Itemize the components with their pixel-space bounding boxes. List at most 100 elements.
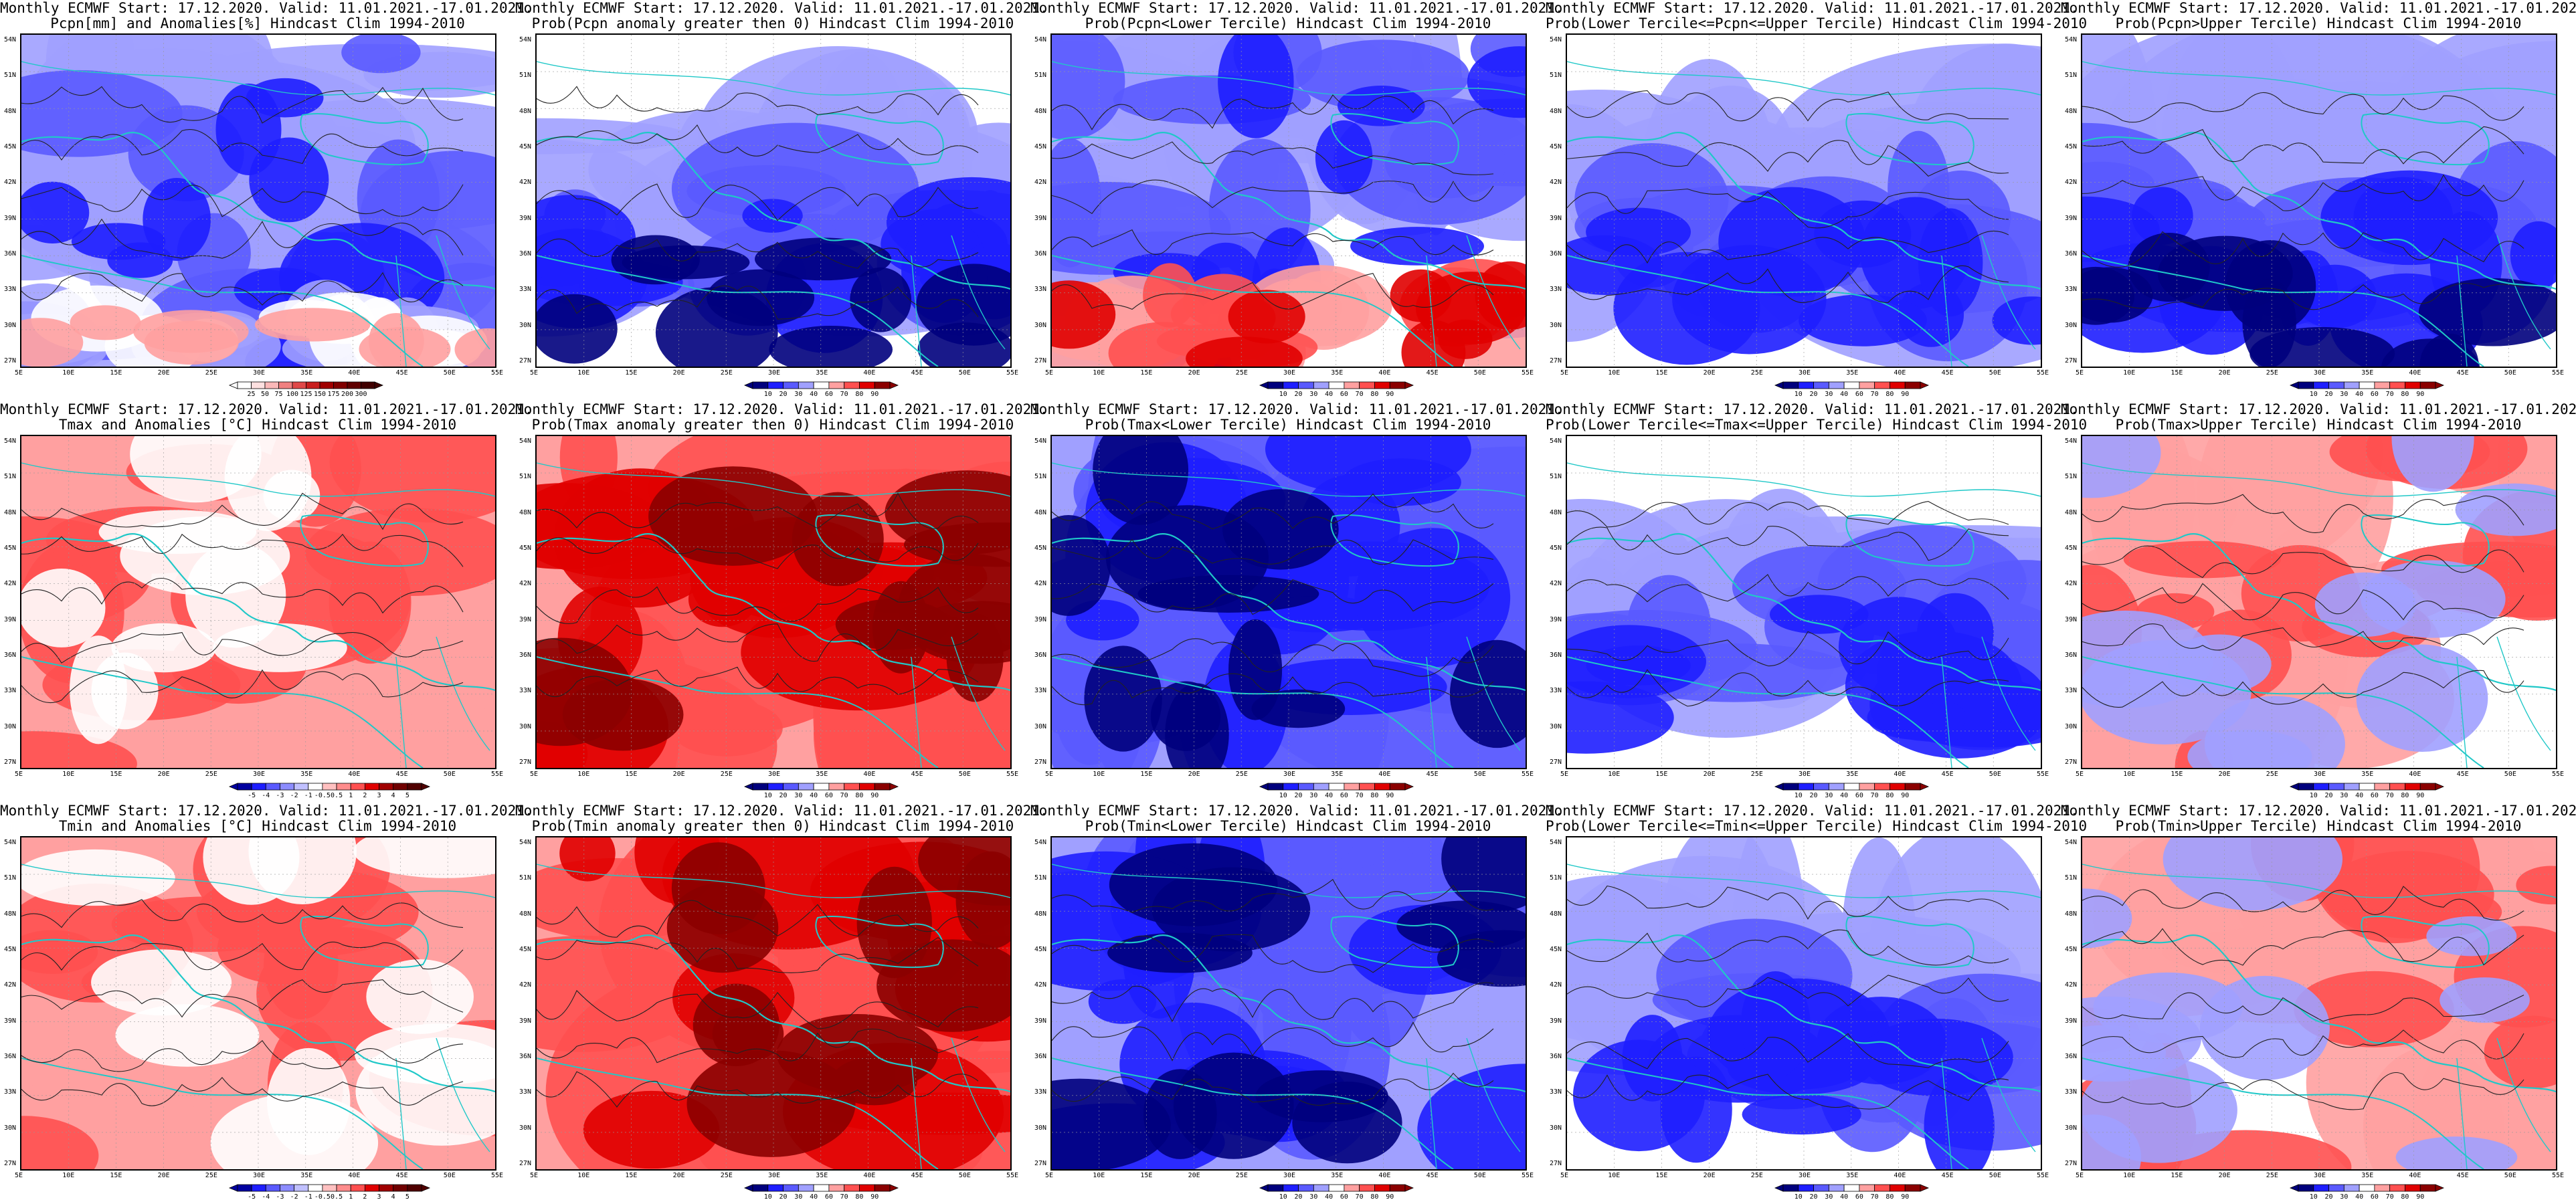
- lat-label: 27N: [2065, 759, 2078, 766]
- lon-label: 5E: [1560, 1172, 1569, 1179]
- panel-title-line2: Prob(Lower Tercile<=Tmax<=Upper Tercile)…: [1546, 417, 2088, 433]
- lon-label: 20E: [2218, 369, 2231, 377]
- colorbar-tick: -3: [276, 1193, 284, 1201]
- lon-label: 35E: [1331, 1172, 1344, 1179]
- lon-label: 20E: [2218, 1172, 2231, 1179]
- colorbar-tick: 0.5: [331, 792, 343, 799]
- map-panel: Monthly ECMWF Start: 17.12.2020. Valid: …: [0, 401, 533, 803]
- map-panel: Monthly ECMWF Start: 17.12.2020. Valid: …: [2061, 401, 2576, 803]
- lon-label: 45E: [395, 771, 408, 778]
- lon-label: 50E: [1989, 771, 2001, 778]
- colorbar-tick: 90: [870, 1193, 879, 1201]
- colorbar: 10 20 30 40 60 70 80 90: [515, 381, 1030, 398]
- colorbar-tick: 60: [1340, 1193, 1348, 1201]
- colorbar-tick: 10: [763, 792, 772, 799]
- lon-label: 15E: [1655, 771, 1668, 778]
- panel-title-line1: Monthly ECMWF Start: 17.12.2020. Valid: …: [1030, 0, 1564, 16]
- colorbar-tick: 10: [763, 391, 772, 398]
- colorbar-tick: -0.5: [314, 1193, 331, 1201]
- colorbar-tick: 60: [1340, 792, 1348, 799]
- lon-label: 50E: [1473, 1172, 1486, 1179]
- lat-label: 42N: [1550, 179, 1562, 187]
- panel-title-line1: Monthly ECMWF Start: 17.12.2020. Valid: …: [1546, 401, 2079, 417]
- colorbar-tick: 80: [1885, 391, 1894, 398]
- colorbar-tick: 30: [2340, 1193, 2349, 1201]
- lon-label: 40E: [1894, 771, 1906, 778]
- lon-label: 15E: [625, 1172, 638, 1179]
- map-plot: [20, 33, 496, 368]
- lon-label: 5E: [1045, 369, 1054, 377]
- colorbar-tick: 90: [2416, 1193, 2425, 1201]
- lat-label: 45N: [1550, 143, 1562, 150]
- map-panel: Monthly ECMWF Start: 17.12.2020. Valid: …: [1546, 803, 2087, 1204]
- map-plot: [1566, 836, 2042, 1171]
- lon-label: 45E: [1426, 1172, 1439, 1179]
- lat-label: 30N: [2065, 722, 2078, 730]
- lon-label: 25E: [2266, 369, 2278, 377]
- lat-label: 51N: [519, 72, 532, 80]
- map-panel: Monthly ECMWF Start: 17.12.2020. Valid: …: [1546, 401, 2088, 803]
- lon-label: 40E: [1378, 369, 1391, 377]
- lon-label: 5E: [530, 1172, 539, 1179]
- lon-label: 5E: [15, 1172, 23, 1179]
- lat-label: 45N: [1034, 946, 1047, 953]
- map-field: [21, 436, 495, 768]
- lon-label: 40E: [863, 369, 876, 377]
- lat-label: 42N: [519, 179, 532, 187]
- lon-label: 50E: [443, 771, 456, 778]
- colorbar-tick: 1: [349, 792, 353, 799]
- lat-label: 30N: [4, 1124, 17, 1132]
- lat-label: 51N: [519, 874, 532, 882]
- lon-label: 55E: [491, 771, 504, 778]
- lon-label: 15E: [1140, 1172, 1153, 1179]
- lat-label: 27N: [1034, 1160, 1047, 1167]
- lon-label: 5E: [1560, 369, 1569, 377]
- lat-label: 42N: [4, 580, 17, 588]
- lat-label: 45N: [4, 946, 17, 953]
- lon-label: 40E: [863, 771, 876, 778]
- lon-label: 10E: [1608, 1172, 1621, 1179]
- lon-label: 15E: [625, 369, 638, 377]
- colorbar-tick: 20: [779, 792, 788, 799]
- map-field: [1052, 35, 1526, 367]
- colorbar-tick: -4: [262, 792, 270, 799]
- colorbar-tick: 80: [2401, 391, 2409, 398]
- panel-title-line1: Monthly ECMWF Start: 17.12.2020. Valid: …: [1030, 401, 1564, 417]
- lat-label: 36N: [1034, 1053, 1047, 1060]
- colorbar-tick: 300: [355, 391, 367, 398]
- colorbar-tick: 10: [1794, 391, 1803, 398]
- lat-label: 27N: [1034, 759, 1047, 766]
- lat-label: 51N: [1034, 473, 1047, 481]
- lat-label: 33N: [1034, 687, 1047, 695]
- lon-label: 30E: [768, 369, 781, 377]
- colorbar-tick: 3: [377, 1193, 381, 1201]
- colorbar-tick: 30: [1309, 1193, 1318, 1201]
- lon-label: 30E: [253, 1172, 266, 1179]
- panel-title-line2: Prob(Tmin<Lower Tercile) Hindcast Clim 1…: [1085, 818, 1491, 834]
- colorbar-tick: 80: [1370, 1193, 1379, 1201]
- lon-label: 40E: [1894, 369, 1906, 377]
- colorbar-tick: 30: [1309, 391, 1318, 398]
- colorbar-tick: 10: [1279, 391, 1287, 398]
- lat-label: 54N: [4, 839, 17, 846]
- colorbar-tick: 0.5: [331, 1193, 343, 1201]
- lat-label: 54N: [2065, 36, 2078, 43]
- lat-label: 30N: [1034, 321, 1047, 329]
- lon-label: 25E: [1235, 369, 1248, 377]
- lon-label: 35E: [2361, 771, 2374, 778]
- colorbar-tick: 90: [1386, 391, 1394, 398]
- lat-label: 30N: [2065, 321, 2078, 329]
- lat-label: 27N: [519, 759, 532, 766]
- colorbar-tick: -0.5: [314, 792, 331, 799]
- colorbar-tick: 100: [286, 391, 299, 398]
- lat-label: 51N: [1550, 473, 1562, 481]
- lat-label: 27N: [519, 357, 532, 365]
- map-plot: [1566, 33, 2042, 368]
- map-field: [1567, 837, 2041, 1169]
- colorbar-tick: 80: [1370, 792, 1379, 799]
- colorbar-tick: 70: [2385, 1193, 2394, 1201]
- colorbar-tick: 30: [1309, 792, 1318, 799]
- map-panel: Monthly ECMWF Start: 17.12.2020. Valid: …: [2061, 803, 2576, 1204]
- lat-label: 54N: [1550, 437, 1562, 445]
- lon-label: 45E: [1941, 771, 1954, 778]
